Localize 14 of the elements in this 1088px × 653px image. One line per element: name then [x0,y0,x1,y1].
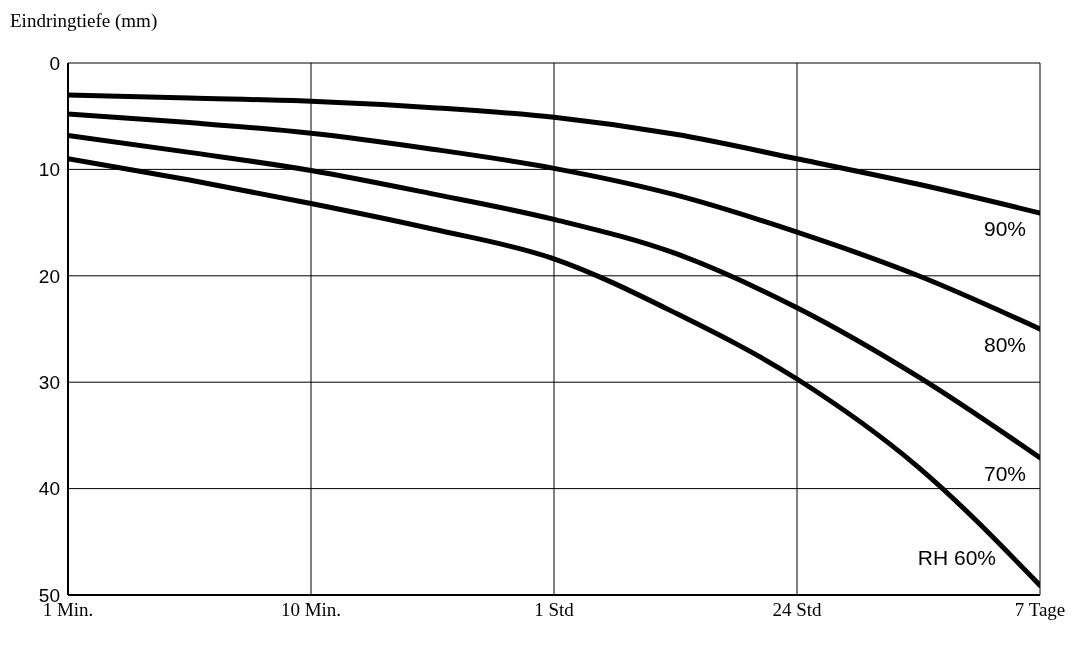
series-label: 70% [983,461,1026,485]
x-tick-label: 10 Min. [280,599,342,621]
x-tick-label: 24 Std [772,599,823,621]
series-label: RH 60% [917,545,996,569]
y-tick-label: 30 [38,371,60,393]
y-axis-title: Eindringtiefe (mm) [10,10,158,32]
y-tick-label: 10 [38,159,60,181]
series-label: 80% [983,333,1026,357]
y-tick-label: 20 [38,265,60,287]
y-tick-label: 0 [49,52,60,74]
x-tick-label: 7 Tage [1014,599,1066,621]
x-tick-label: 1 Std [534,599,575,621]
y-tick-label: 40 [38,478,60,500]
series-label: 90% [983,217,1026,241]
